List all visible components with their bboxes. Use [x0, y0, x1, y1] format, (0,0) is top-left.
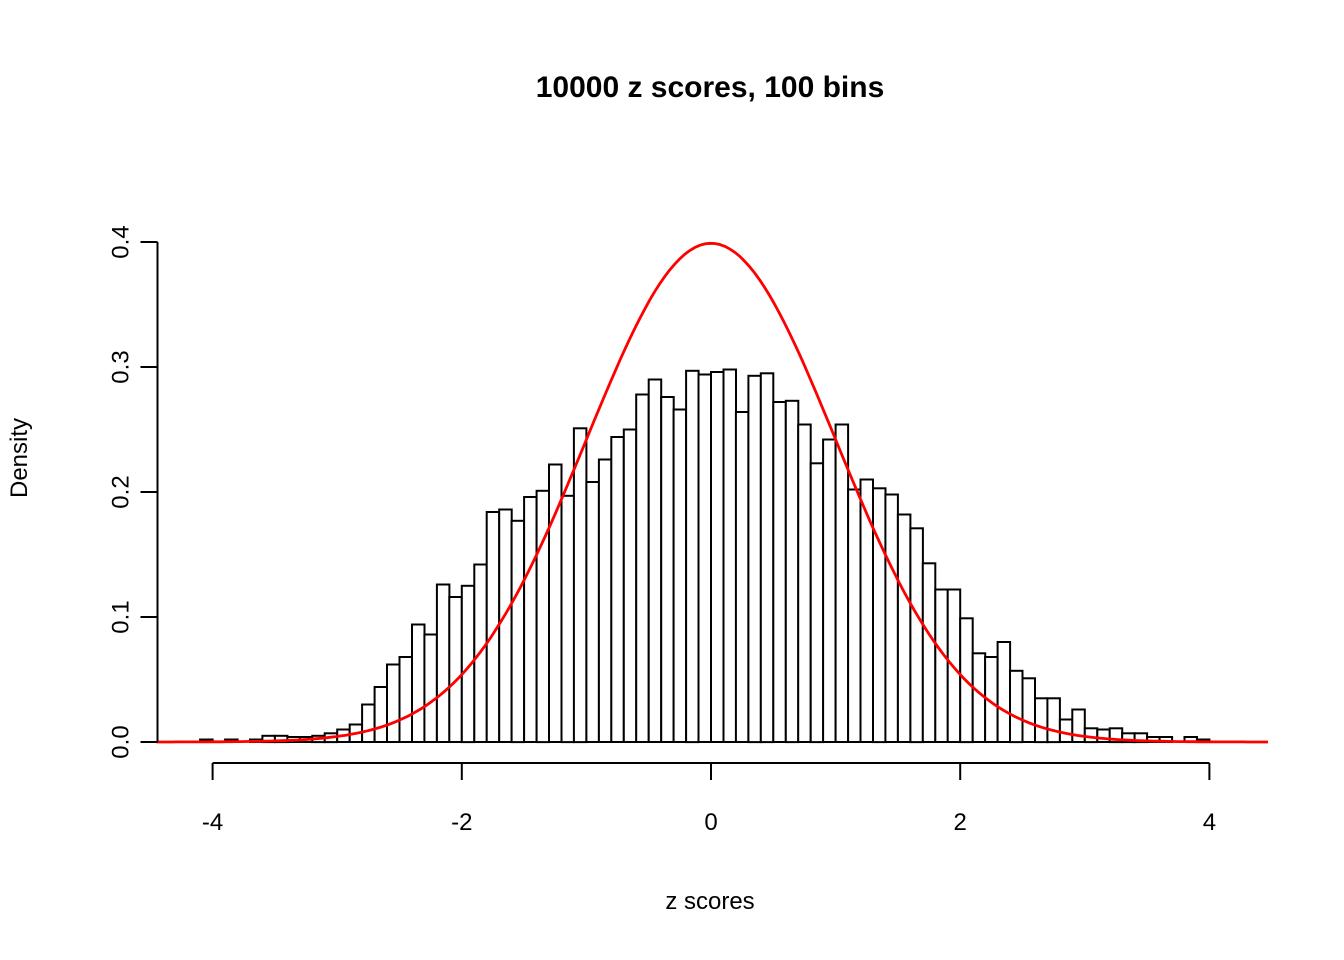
histogram-bar: [361, 703, 376, 743]
histogram-bar: [435, 583, 451, 743]
histogram-bar: [809, 462, 825, 744]
histogram-bar: [373, 686, 389, 743]
histogram-bar: [996, 641, 1012, 743]
histogram-bar: [560, 494, 575, 744]
x-tick-label: 2: [954, 809, 967, 836]
histogram-bar: [398, 656, 413, 743]
histogram-bar: [635, 393, 650, 743]
histogram-bar: [710, 371, 725, 743]
x-tick-label: 0: [704, 809, 717, 836]
y-tick-label: 0.3: [107, 350, 134, 383]
histogram-bar: [822, 438, 837, 743]
histogram-bar: [759, 372, 775, 744]
histogram-bar: [597, 458, 613, 743]
histogram-bar: [411, 623, 426, 743]
normal-density-curve: [156, 241, 1268, 744]
histogram-bar: [610, 436, 625, 743]
histogram-bar: [722, 368, 737, 743]
x-axis-label: z scores: [665, 888, 754, 915]
y-axis: 0.0 0.1 0.2 0.3 0.4: [107, 225, 159, 759]
histogram-bar: [872, 487, 887, 744]
x-tick-label: 4: [1203, 809, 1216, 836]
x-tick-label: -2: [451, 809, 472, 836]
histogram-bar: [909, 527, 924, 744]
histogram-bar: [1046, 697, 1061, 744]
histogram-bar: [622, 428, 638, 743]
y-tick-label: 0.1: [107, 600, 134, 633]
histogram-bar: [386, 663, 401, 743]
histogram-bar: [1021, 677, 1036, 743]
chart-title: 10000 z scores, 100 bins: [536, 71, 885, 104]
histogram-bar: [647, 378, 663, 743]
histogram-bar: [585, 481, 600, 743]
x-tick-label: -4: [202, 809, 223, 836]
histogram-bar: [934, 588, 949, 743]
histogram-bar: [423, 633, 438, 743]
histogram-bar: [1058, 718, 1074, 743]
histogram-bar: [747, 374, 762, 744]
histogram-bar: [510, 519, 526, 744]
histogram-bar: [834, 423, 850, 743]
histogram-bar: [672, 408, 688, 743]
histogram-bar: [859, 478, 874, 743]
histogram-bar: [1034, 697, 1049, 744]
histogram-bar: [572, 427, 588, 744]
histogram-bar: [448, 596, 463, 743]
histogram-bar: [660, 396, 675, 743]
histogram-bar: [921, 562, 937, 743]
histogram-bars: [199, 368, 1211, 744]
histogram-bar: [697, 373, 712, 743]
y-tick-label: 0.4: [107, 225, 134, 258]
histogram-bar: [498, 508, 513, 743]
y-tick-label: 0.2: [107, 475, 134, 508]
histogram-bar: [734, 411, 750, 743]
histogram-bar: [884, 493, 899, 743]
y-tick-label: 0.0: [107, 725, 134, 758]
histogram-bar: [797, 423, 812, 743]
histogram-bar: [685, 369, 700, 744]
y-axis-label: Density: [6, 418, 33, 498]
histogram-bar: [1009, 669, 1024, 744]
x-axis: -4 -2 0 2 4: [202, 762, 1216, 836]
histogram-bar: [847, 488, 862, 743]
histogram-bar: [784, 399, 800, 744]
histogram-bar: [523, 496, 538, 743]
histogram-bar: [772, 401, 787, 743]
histogram-bar: [1083, 727, 1099, 744]
histogram-bar: [896, 513, 912, 743]
